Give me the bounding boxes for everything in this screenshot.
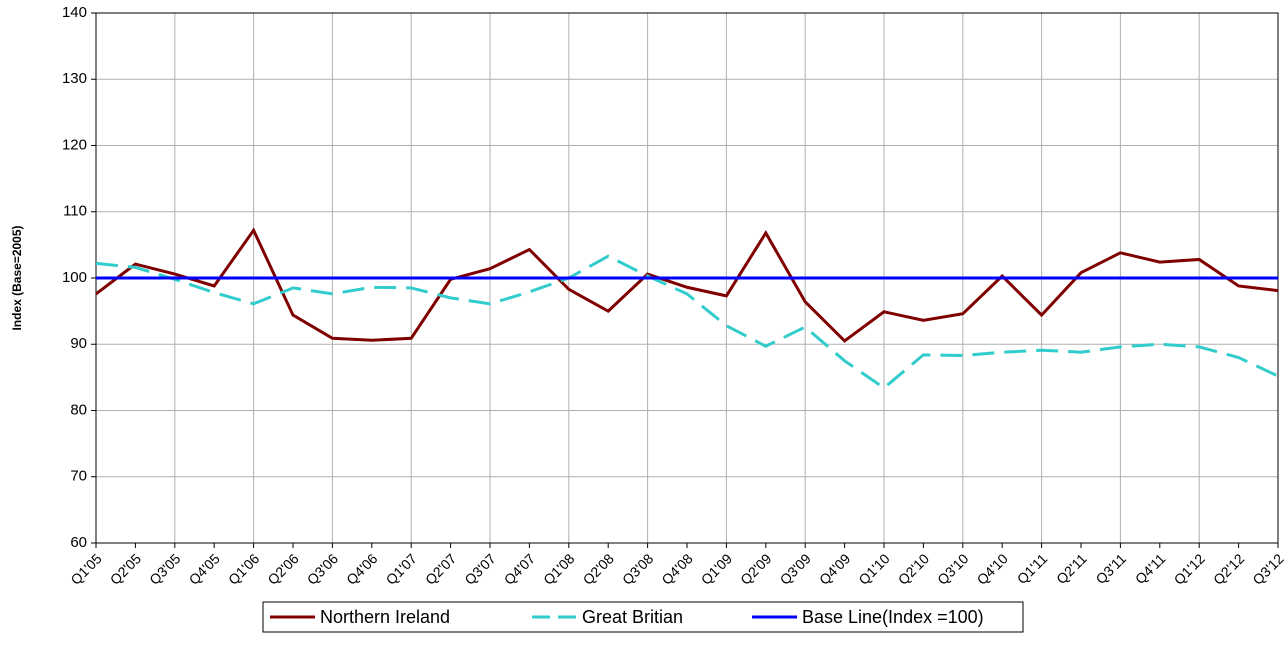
x-tick-label: Q2'07: [422, 550, 460, 588]
x-tick-label: Q4'10: [974, 550, 1012, 588]
x-tick-label: Q3'10: [934, 550, 972, 588]
x-tick-label: Q2'05: [107, 550, 145, 588]
legend-label: Northern Ireland: [320, 607, 450, 627]
x-tick-label: Q3'09: [777, 550, 815, 588]
x-tick-label: Q1'05: [67, 550, 105, 588]
y-tick-label: 110: [63, 203, 87, 220]
x-tick-label: Q4'08: [658, 550, 696, 588]
y-tick-label: 60: [70, 534, 87, 551]
x-tick-label: Q2'06: [264, 550, 302, 588]
x-tick-label: Q1'11: [1014, 550, 1051, 587]
x-tick-label: Q2'10: [895, 550, 933, 588]
x-tick-label: Q1'06: [225, 550, 263, 588]
x-tick-label: Q2'12: [1210, 550, 1248, 588]
x-tick-label: Q1'08: [540, 550, 578, 588]
x-tick-label: Q1'07: [383, 550, 421, 588]
y-tick-label: 130: [62, 70, 87, 87]
x-tick-label: Q1'10: [855, 550, 893, 588]
x-tick-label: Q3'06: [304, 550, 342, 588]
legend-box: [262, 601, 1024, 633]
x-tick-label: Q4'06: [343, 550, 381, 588]
series-line: [95, 227, 1279, 343]
series-line: [95, 254, 1279, 390]
x-tick-label: Q1'09: [698, 550, 736, 588]
x-tick-label: Q4'07: [501, 550, 539, 588]
y-tick-label: 70: [70, 468, 87, 485]
legend-label: Base Line(Index =100): [802, 607, 984, 627]
x-tick-label: Q3'11: [1092, 550, 1129, 587]
x-tick-label: Q2'11: [1053, 550, 1090, 587]
x-tick-label: Q1'12: [1171, 550, 1209, 588]
legend-label: Great Britian: [582, 607, 683, 627]
y-tick-label: 90: [70, 335, 87, 352]
y-tick-label: 140: [62, 4, 87, 21]
x-tick-label: Q2'08: [580, 550, 618, 588]
x-tick-label: Q3'05: [146, 550, 184, 588]
x-tick-label: Q3'12: [1249, 550, 1285, 588]
y-tick-label: 120: [62, 136, 87, 153]
y-axis-label: Index (Base=2005): [10, 225, 24, 330]
y-tick-label: 80: [70, 401, 87, 418]
x-tick-label: Q4'05: [186, 550, 224, 588]
y-tick-label: 100: [62, 269, 87, 286]
x-tick-label: Q2'09: [737, 550, 775, 588]
x-tick-label: Q4'11: [1132, 550, 1169, 587]
x-tick-label: Q3'08: [619, 550, 657, 588]
x-tick-label: Q4'09: [816, 550, 854, 588]
x-tick-label: Q3'07: [461, 550, 499, 588]
